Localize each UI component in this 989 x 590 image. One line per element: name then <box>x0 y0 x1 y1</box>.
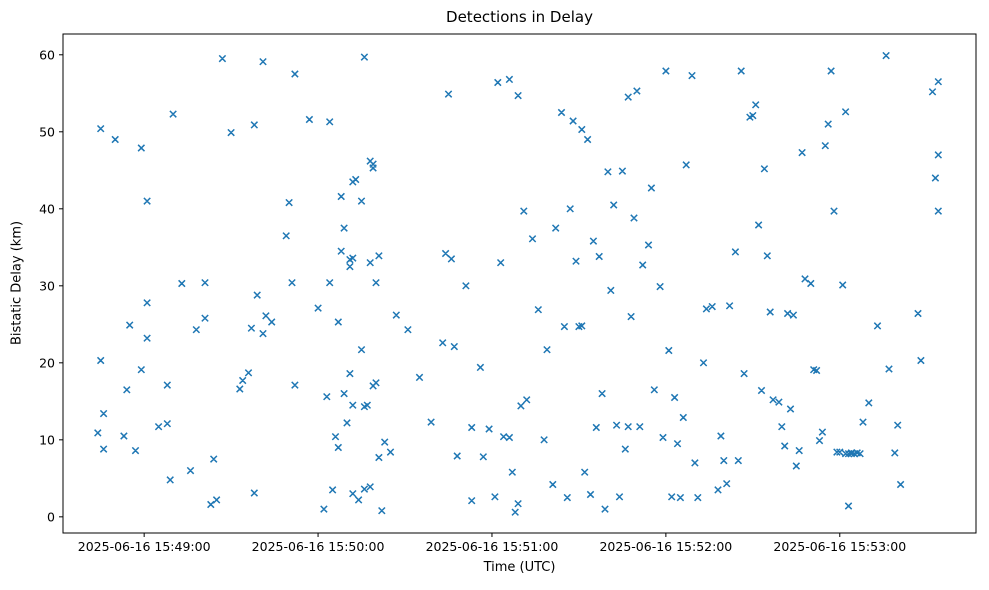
x-axis-ticks: 2025-06-16 15:49:00 2025-06-16 15:50:00 20… <box>78 533 906 554</box>
y-tick-label: 30 <box>39 278 55 293</box>
x-tick-label: 2025-06-16 15:53:00 <box>773 539 906 554</box>
x-tick-label: 2025-06-16 15:50:00 <box>252 539 385 554</box>
y-tick-label: 20 <box>39 355 55 370</box>
y-tick-label: 0 <box>47 509 55 524</box>
x-tick-label: 2025-06-16 15:51:00 <box>426 539 559 554</box>
y-tick-label: 10 <box>39 432 55 447</box>
y-tick-label: 50 <box>39 124 55 139</box>
y-tick-label: 40 <box>39 201 55 216</box>
scatter-points <box>94 51 943 516</box>
plot-title: Detections in Delay <box>446 8 593 26</box>
y-axis-ticks: 0 10 20 30 40 50 60 <box>39 47 63 524</box>
x-tick-label: 2025-06-16 15:49:00 <box>78 539 211 554</box>
axes-frame <box>62 33 977 534</box>
y-tick-label: 60 <box>39 47 55 62</box>
x-tick-label: 2025-06-16 15:52:00 <box>599 539 732 554</box>
x-axis-label: Time (UTC) <box>483 560 556 575</box>
